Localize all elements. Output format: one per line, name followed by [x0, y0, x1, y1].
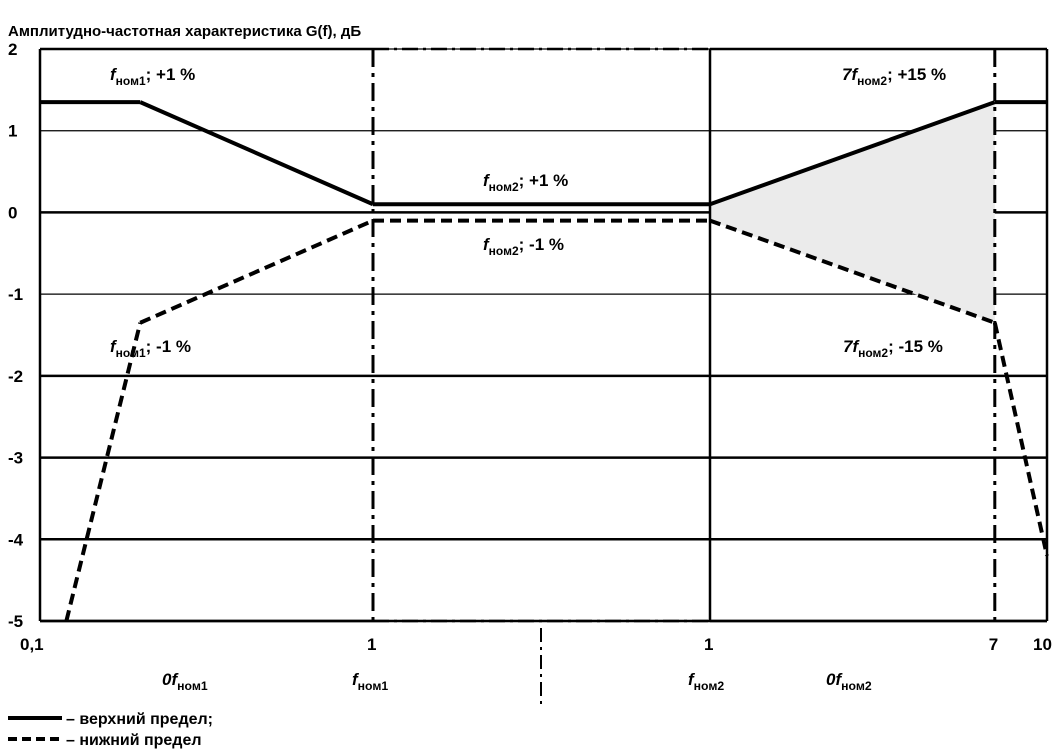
- x-axis-label: fном1: [352, 670, 388, 693]
- series-lower-segment: [992, 322, 1049, 557]
- y-tick-label: 0: [8, 203, 17, 222]
- legend-label: – нижний предел: [66, 732, 202, 749]
- y-tick-label: -1: [8, 285, 23, 304]
- annotation: fном2; -1 %: [483, 235, 564, 258]
- segment-boundary-lines: [38, 47, 1049, 705]
- x-axis-label: 0fном2: [826, 670, 872, 693]
- legend-label: – верхний предел;: [66, 711, 213, 728]
- x-axis-label: fном2: [688, 670, 724, 693]
- y-tick-label: 1: [8, 122, 17, 141]
- annotation: 7fном2; +15 %: [842, 65, 946, 88]
- series-lines: [40, 100, 1049, 622]
- x-tick-label: 0,1: [20, 635, 44, 654]
- x-tick-label: 7: [989, 635, 998, 654]
- grid: [40, 48, 1047, 623]
- series-lower-segment: [64, 322, 143, 622]
- chart-title: Амплитудно-частотная характеристика G(f)…: [8, 23, 361, 40]
- x-tick-label: 1: [367, 635, 376, 654]
- annotation: 7fном2; -15 %: [843, 337, 943, 360]
- legend: – верхний предел; – нижний предел: [8, 711, 213, 749]
- x-tick-label: 1: [704, 635, 713, 654]
- shaded-region: [710, 102, 995, 323]
- y-tick-label: -4: [8, 530, 24, 549]
- shaded-region-area: [710, 102, 995, 323]
- annotation: fном1; -1 %: [110, 337, 191, 360]
- y-tick-label: -2: [8, 367, 23, 386]
- y-tick-label: -5: [8, 612, 23, 631]
- y-tick-label: 2: [8, 40, 17, 59]
- annotations: fном1; +1 % fном2; +1 % 7fном2; +15 % fном1…: [110, 65, 946, 360]
- series-upper-segment: [709, 100, 996, 207]
- x-axis-label: 0fном1: [162, 670, 208, 693]
- annotation: fном2; +1 %: [483, 171, 568, 194]
- annotation: fном1; +1 %: [110, 65, 195, 88]
- x-tick-label: 10: [1033, 635, 1052, 654]
- series-lower-segment: [139, 218, 374, 325]
- y-tick-label: -3: [8, 449, 23, 468]
- series-upper-segment: [139, 100, 374, 207]
